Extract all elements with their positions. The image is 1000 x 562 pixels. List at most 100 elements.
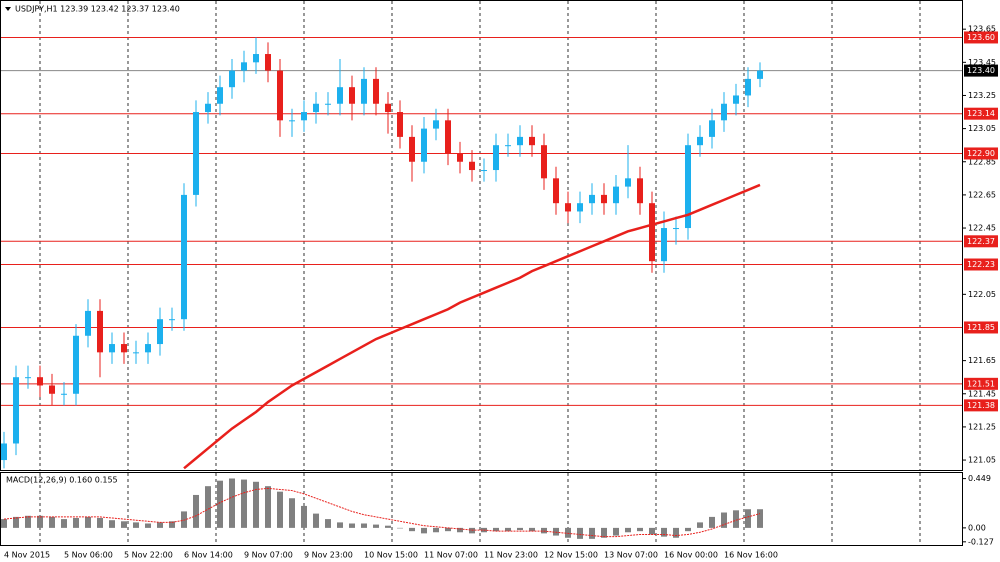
x-tick-label: 5 Nov 06:00 bbox=[64, 551, 113, 560]
macd-bar bbox=[157, 522, 163, 528]
candle-body bbox=[181, 194, 187, 320]
macd-bar bbox=[541, 527, 547, 534]
candle-body bbox=[13, 377, 19, 444]
y-tick-label: 0.00 bbox=[968, 523, 986, 532]
macd-bar bbox=[301, 505, 307, 528]
y-tick-label: 123.65 bbox=[968, 25, 996, 34]
macd-bar bbox=[421, 527, 427, 534]
macd-panel bbox=[0, 472, 963, 546]
x-tick-label: 13 Nov 07:00 bbox=[604, 551, 658, 560]
candle-body bbox=[589, 194, 595, 204]
level-label-bg bbox=[964, 377, 998, 390]
macd-bar bbox=[121, 521, 127, 528]
candle-body bbox=[241, 62, 247, 71]
candle-body bbox=[25, 377, 31, 379]
candle-body bbox=[577, 203, 583, 212]
candle-body bbox=[661, 228, 667, 262]
level-label: 122.23 bbox=[967, 260, 995, 269]
macd-bar bbox=[577, 527, 583, 539]
macd-bar bbox=[349, 523, 355, 528]
macd-bar bbox=[1, 519, 7, 528]
level-label: 123.14 bbox=[967, 109, 995, 118]
macd-bar bbox=[661, 527, 667, 537]
candle-body bbox=[253, 54, 259, 63]
candle-body bbox=[145, 344, 151, 353]
macd-bar bbox=[325, 519, 331, 528]
macd-bar bbox=[625, 527, 631, 533]
candle-body bbox=[613, 186, 619, 204]
candle-body bbox=[409, 136, 415, 162]
macd-bar bbox=[685, 527, 691, 532]
x-tick-label: 16 Nov 16:00 bbox=[724, 551, 778, 560]
y-tick-label: 121.45 bbox=[968, 389, 996, 398]
macd-bar bbox=[745, 509, 751, 528]
candle-body bbox=[169, 319, 175, 321]
macd-bar bbox=[649, 527, 655, 535]
macd-bar bbox=[337, 522, 343, 528]
macd-bar bbox=[253, 481, 259, 528]
x-tick-label: 11 Nov 23:00 bbox=[484, 551, 538, 560]
macd-bar bbox=[601, 527, 607, 538]
macd-bar bbox=[181, 511, 187, 528]
menu-arrow bbox=[5, 7, 11, 11]
candle-body bbox=[685, 145, 691, 229]
candle-body bbox=[361, 78, 367, 104]
candle-body bbox=[37, 377, 43, 386]
candle-body bbox=[637, 178, 643, 204]
candle-body bbox=[85, 310, 91, 336]
candle-body bbox=[349, 87, 355, 104]
candle-body bbox=[133, 352, 139, 354]
candle-body bbox=[709, 120, 715, 137]
macd-bar bbox=[397, 527, 403, 529]
candle-body bbox=[289, 120, 295, 122]
level-label: 123.60 bbox=[967, 33, 995, 42]
level-label-bg bbox=[964, 107, 998, 120]
macd-bar bbox=[13, 516, 19, 528]
macd-bar bbox=[109, 520, 115, 528]
macd-bar bbox=[697, 522, 703, 528]
level-label-bg bbox=[964, 399, 998, 412]
y-tick-label: 123.05 bbox=[968, 124, 996, 133]
x-tick-label: 12 Nov 15:00 bbox=[544, 551, 598, 560]
candle-body bbox=[157, 319, 163, 345]
macd-bar bbox=[361, 523, 367, 528]
macd-bar bbox=[433, 527, 439, 533]
macd-bar bbox=[517, 527, 523, 531]
y-tick-label: 122.65 bbox=[968, 190, 996, 199]
macd-bar bbox=[445, 527, 451, 532]
candle-body bbox=[673, 228, 679, 230]
macd-bar bbox=[97, 518, 103, 528]
macd-bar bbox=[469, 527, 475, 534]
y-tick-label: -0.127 bbox=[968, 537, 994, 546]
candle-body bbox=[109, 344, 115, 353]
macd-bar bbox=[709, 516, 715, 528]
x-tick-label: 4 Nov 2015 bbox=[4, 551, 50, 560]
candle-body bbox=[217, 87, 223, 104]
current-price-label: 123.40 bbox=[967, 66, 995, 75]
candle-body bbox=[301, 112, 307, 121]
macd-bar bbox=[277, 491, 283, 528]
candle-body bbox=[193, 112, 199, 195]
macd-title: MACD(12,26,9) 0.160 0.155 bbox=[6, 476, 118, 485]
macd-bar bbox=[241, 479, 247, 528]
y-tick-label: 122.85 bbox=[968, 157, 996, 166]
y-tick-label: 122.05 bbox=[968, 290, 996, 299]
level-label: 121.51 bbox=[967, 379, 995, 388]
macd-signal bbox=[3, 487, 761, 538]
macd-bar bbox=[673, 527, 679, 538]
candle-body bbox=[445, 120, 451, 154]
x-tick-label: 10 Nov 15:00 bbox=[364, 551, 418, 560]
candle-body bbox=[721, 103, 727, 121]
candle-body bbox=[757, 70, 763, 79]
current-price-bg bbox=[964, 64, 998, 77]
candle-body bbox=[493, 145, 499, 171]
x-tick-label: 9 Nov 23:00 bbox=[304, 551, 353, 560]
candle-body bbox=[73, 335, 79, 394]
macd-bar bbox=[61, 519, 67, 528]
macd-bar bbox=[73, 518, 79, 528]
candle-body bbox=[565, 203, 571, 212]
candle-body bbox=[697, 136, 703, 146]
candle-body bbox=[385, 103, 391, 113]
chart-title: USDJPY,H1 123.39 123.42 123.37 123.40 bbox=[15, 5, 180, 14]
